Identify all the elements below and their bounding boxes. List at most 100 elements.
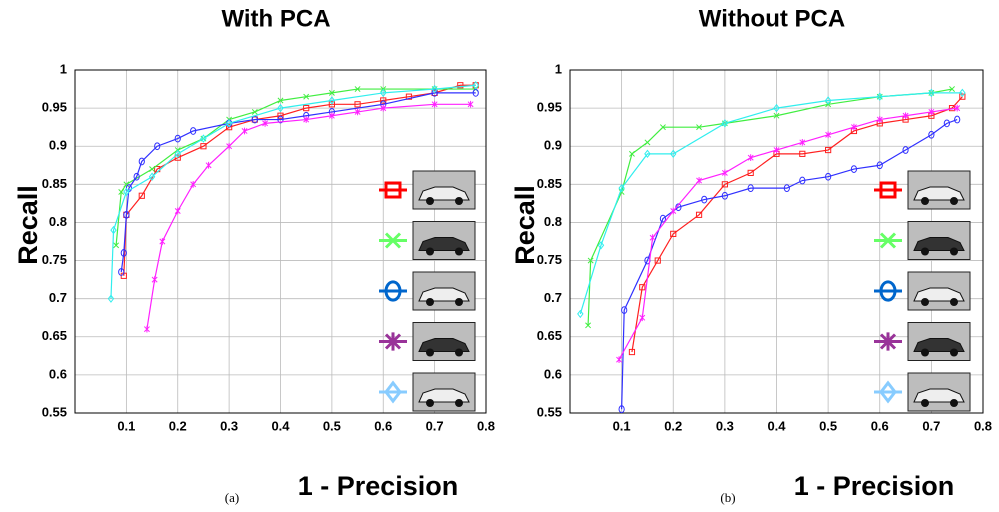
legend-thumbnail-wheel [426,399,434,407]
point-marker [644,139,651,146]
x-tick-label: 0.6 [871,418,889,433]
point-marker [241,127,248,135]
point-marker [825,172,832,181]
point-marker [670,207,677,215]
legend-thumbnail-wheel [426,348,434,357]
series-line [631,96,963,353]
point-marker [174,149,181,159]
point-marker [659,214,667,223]
legend-thumbnail-car [913,237,965,251]
legend-thumbnail-wheel [921,298,929,306]
point-marker [174,207,181,215]
point-marker [721,191,728,200]
legend-marker [384,280,402,302]
legend-thumbnail-car [418,186,470,201]
x-tick-label: 0.3 [716,418,734,433]
legend-marker [384,332,402,351]
y-tick-label: 0.95 [42,100,67,115]
point-marker [205,161,212,169]
point-marker [618,183,625,193]
legend-thumbnail-wheel [950,298,958,306]
point-marker [902,112,909,120]
point-marker [472,81,479,90]
point-marker [799,176,806,185]
legend-marker [879,380,897,404]
point-marker [120,249,127,257]
point-marker [123,187,130,197]
point-marker [876,161,883,170]
point-marker [354,108,361,116]
point-marker [824,96,832,105]
point-marker [174,154,181,161]
legend-thumbnail-car [913,186,965,201]
point-marker [721,181,728,188]
point-marker [773,146,780,154]
point-marker [670,149,677,159]
legend-thumbnail-wheel [455,348,463,357]
point-marker [431,84,438,94]
point-marker [587,257,594,264]
y-tick-label: 0.7 [544,290,562,305]
point-marker [943,119,950,128]
x-tick-label: 0.3 [220,418,238,433]
point-marker [649,234,656,242]
legend-thumbnail-wheel [426,197,434,205]
legend-thumbnail-wheel [455,247,463,256]
point-marker [928,88,935,98]
point-marker [277,112,284,119]
point-marker [380,88,387,98]
point-marker [472,88,479,97]
point-marker [621,306,628,314]
point-marker [200,134,207,143]
point-marker [928,108,935,116]
plot-frame [569,69,984,414]
point-marker [949,86,955,93]
point-marker [773,112,780,119]
legend-thumbnail-wheel [455,197,463,205]
legend-thumbnail-wheel [921,399,929,407]
point-marker [597,241,605,250]
point-marker [380,97,387,104]
legend-thumbnail-wheel [950,348,958,357]
point-marker [850,165,858,173]
point-marker [959,88,966,98]
x-tick-label: 0.7 [426,418,444,433]
point-marker [825,146,832,154]
point-marker [405,93,413,100]
y-tick-label: 0.8 [49,214,67,229]
legend-marker [879,280,897,302]
y-tick-label: 0.75 [537,252,562,267]
y-tick-label: 0.55 [42,404,67,419]
y-tick-label: 0.8 [544,214,562,229]
point-marker [799,139,806,146]
point-marker [954,115,961,124]
point-marker [138,192,145,199]
point-marker [696,124,703,131]
y-tick-label: 1 [555,61,562,76]
point-marker [721,119,729,128]
legend-thumbnail-car [913,338,965,352]
x-tick-label: 0.8 [974,418,992,433]
point-marker [876,92,883,101]
chart-title: Without PCA [699,5,845,32]
series-line [579,92,963,315]
x-tick-label: 0.5 [323,418,341,433]
point-marker [644,149,651,159]
point-marker [659,124,666,131]
y-axis-label: Recall [13,185,43,265]
point-marker [251,108,258,115]
x-tick-label: 0.4 [271,418,290,433]
point-marker [747,169,754,177]
point-marker [143,325,150,333]
point-marker [628,348,636,356]
x-tick-label: 0.8 [477,418,495,433]
legend-thumbnail-wheel [921,247,929,256]
x-tick-label: 0.2 [169,418,187,433]
legend-thumbnail-car [418,388,470,403]
y-tick-label: 0.95 [537,100,562,115]
point-marker [328,96,336,105]
point-marker [149,166,156,173]
x-tick-label: 0.2 [664,418,682,433]
